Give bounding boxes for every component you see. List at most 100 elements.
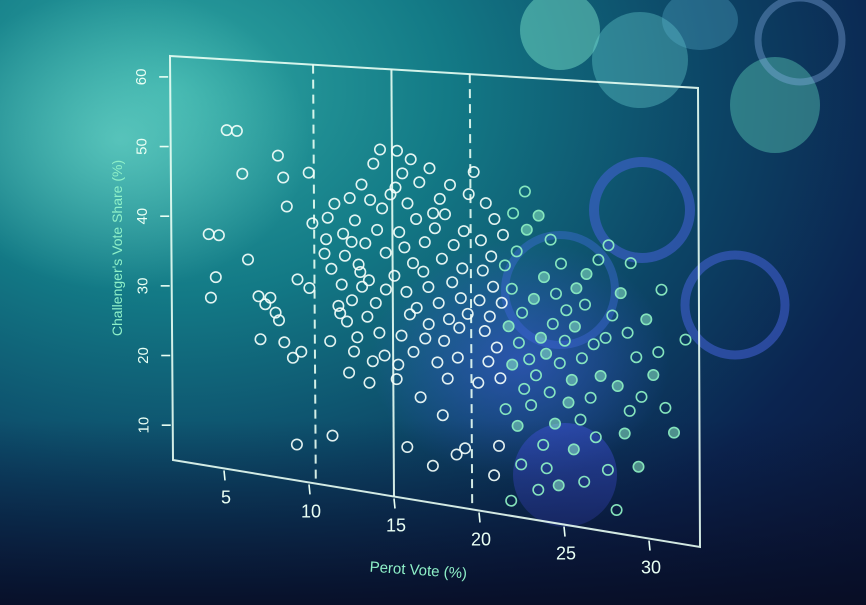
- data-point: [379, 283, 392, 296]
- data-point: [529, 369, 542, 382]
- data-point: [278, 336, 291, 349]
- data-point: [516, 306, 529, 319]
- data-point: [570, 282, 583, 295]
- data-point: [373, 143, 386, 156]
- data-point: [356, 280, 369, 293]
- data-point: [335, 278, 348, 291]
- data-point: [496, 228, 509, 241]
- data-point: [624, 257, 637, 270]
- data-point: [419, 332, 432, 345]
- x-tick-label: 25: [556, 544, 576, 564]
- data-point: [565, 373, 578, 386]
- data-point: [510, 245, 523, 258]
- x-tick: [478, 512, 481, 523]
- x-tick-label: 20: [471, 530, 491, 550]
- data-point: [520, 223, 533, 236]
- data-point: [400, 285, 413, 298]
- data-point: [338, 249, 351, 262]
- y-tick-label: 30: [135, 278, 152, 295]
- data-point: [614, 287, 627, 300]
- data-point: [438, 208, 451, 221]
- data-point: [220, 124, 233, 137]
- data-point: [423, 162, 436, 175]
- data-point: [348, 214, 361, 227]
- data-point: [321, 211, 334, 224]
- data-point: [303, 281, 316, 294]
- data-point: [546, 317, 559, 330]
- data-point: [340, 315, 353, 328]
- data-point: [212, 229, 225, 242]
- data-point: [363, 376, 376, 389]
- data-point: [334, 307, 347, 320]
- data-point: [554, 257, 567, 270]
- data-point: [209, 271, 222, 284]
- x-tick: [563, 526, 566, 537]
- data-point: [478, 324, 491, 337]
- data-point: [442, 313, 455, 326]
- data-point: [647, 368, 660, 381]
- data-point: [511, 419, 524, 432]
- data-point: [548, 417, 561, 430]
- x-tick-label: 30: [641, 558, 661, 578]
- data-point: [601, 463, 614, 476]
- data-point: [406, 257, 419, 270]
- data-point: [367, 157, 380, 170]
- data-point: [640, 313, 653, 326]
- data-point: [254, 333, 267, 346]
- data-point: [379, 246, 392, 259]
- data-point: [230, 124, 243, 137]
- data-point: [659, 401, 672, 414]
- data-point: [413, 176, 426, 189]
- data-point: [410, 301, 423, 314]
- data-point: [269, 306, 282, 319]
- data-point: [667, 426, 680, 439]
- data-point: [369, 296, 382, 309]
- data-point: [441, 372, 454, 385]
- data-point: [373, 326, 386, 339]
- x-tick-label: 15: [386, 515, 406, 535]
- data-point: [403, 308, 416, 321]
- data-point: [549, 287, 562, 300]
- data-point: [446, 276, 459, 289]
- data-point: [488, 469, 501, 482]
- data-point: [543, 386, 556, 399]
- data-point: [494, 372, 507, 385]
- data-point: [417, 265, 430, 278]
- data-point: [594, 369, 607, 382]
- data-point: [426, 459, 439, 472]
- data-point: [523, 353, 536, 366]
- data-point: [495, 296, 508, 309]
- y-tick-label: 50: [134, 138, 151, 155]
- data-point: [364, 193, 377, 206]
- data-point: [485, 250, 498, 263]
- data-point: [418, 236, 431, 249]
- data-point: [390, 373, 403, 386]
- data-point: [602, 239, 615, 252]
- data-point: [328, 197, 341, 210]
- data-point: [544, 233, 557, 246]
- data-point: [371, 223, 384, 236]
- data-point: [438, 334, 451, 347]
- data-point: [433, 192, 446, 205]
- data-point: [560, 304, 573, 317]
- data-point: [280, 200, 293, 213]
- data-point: [476, 264, 489, 277]
- data-point: [325, 262, 338, 275]
- data-point: [436, 409, 449, 422]
- data-point: [492, 439, 505, 452]
- y-tick-label: 40: [134, 208, 151, 225]
- data-point: [320, 233, 333, 246]
- data-point: [407, 345, 420, 358]
- data-point: [488, 213, 501, 226]
- data-point: [343, 366, 356, 379]
- data-point: [457, 225, 470, 238]
- data-point: [422, 318, 435, 331]
- data-point: [204, 291, 217, 304]
- data-point: [498, 259, 511, 272]
- data-point: [473, 294, 486, 307]
- data-point: [655, 283, 668, 296]
- data-point: [286, 351, 299, 364]
- data-point: [611, 379, 624, 392]
- data-point: [540, 347, 553, 360]
- reference-line-3: [468, 74, 474, 510]
